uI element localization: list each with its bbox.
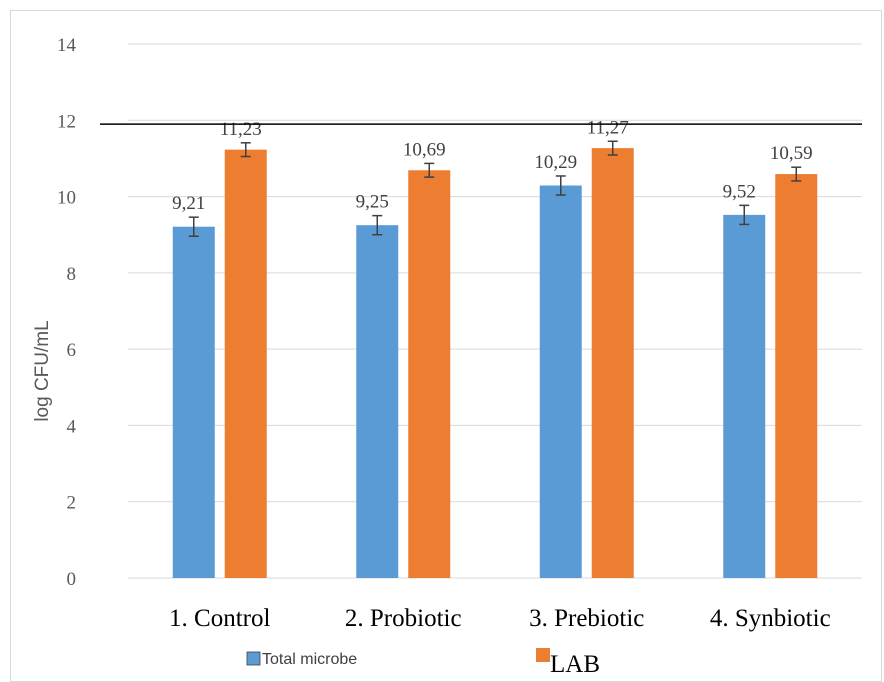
y-tick-label: 4	[67, 416, 77, 437]
y-tick-label: 0	[67, 569, 77, 590]
category-label: 2. Probiotic	[345, 605, 462, 632]
y-tick-label: 14	[57, 35, 77, 56]
category-label: 4. Synbiotic	[710, 605, 831, 632]
y-tick-label: 6	[67, 340, 77, 361]
bar-lab	[591, 148, 634, 578]
legend-label-total-microbe: Total microbe	[262, 651, 357, 668]
bar-total-microbe	[539, 185, 582, 578]
legend-label-lab: LAB	[550, 651, 600, 675]
data-label: 10,59	[770, 143, 813, 164]
bar-lab	[224, 149, 267, 579]
y-tick-label: 10	[57, 188, 76, 209]
bar-lab	[408, 170, 451, 578]
bar-total-microbe	[172, 226, 215, 578]
y-axis-label: log CFU/mL	[32, 320, 53, 421]
bar-total-microbe	[356, 225, 399, 578]
data-label: 10,29	[534, 152, 577, 173]
data-label: 10,69	[403, 139, 446, 160]
category-label: 3. Prebiotic	[529, 605, 644, 632]
data-label: 9,25	[356, 192, 389, 213]
data-label: 9,52	[723, 181, 756, 202]
y-tick-label: 8	[67, 264, 77, 285]
y-tick-label: 12	[57, 111, 76, 132]
category-label: 1. Control	[169, 605, 270, 632]
data-label: 11,23	[220, 119, 262, 140]
data-label: 9,21	[172, 193, 205, 214]
data-label: 11,27	[587, 117, 629, 138]
legend-swatch-total-microbe	[246, 651, 261, 666]
y-tick-label: 2	[67, 493, 77, 514]
bar-total-microbe	[723, 214, 766, 578]
legend-swatch-lab	[536, 648, 550, 662]
bar-lab	[775, 174, 818, 578]
